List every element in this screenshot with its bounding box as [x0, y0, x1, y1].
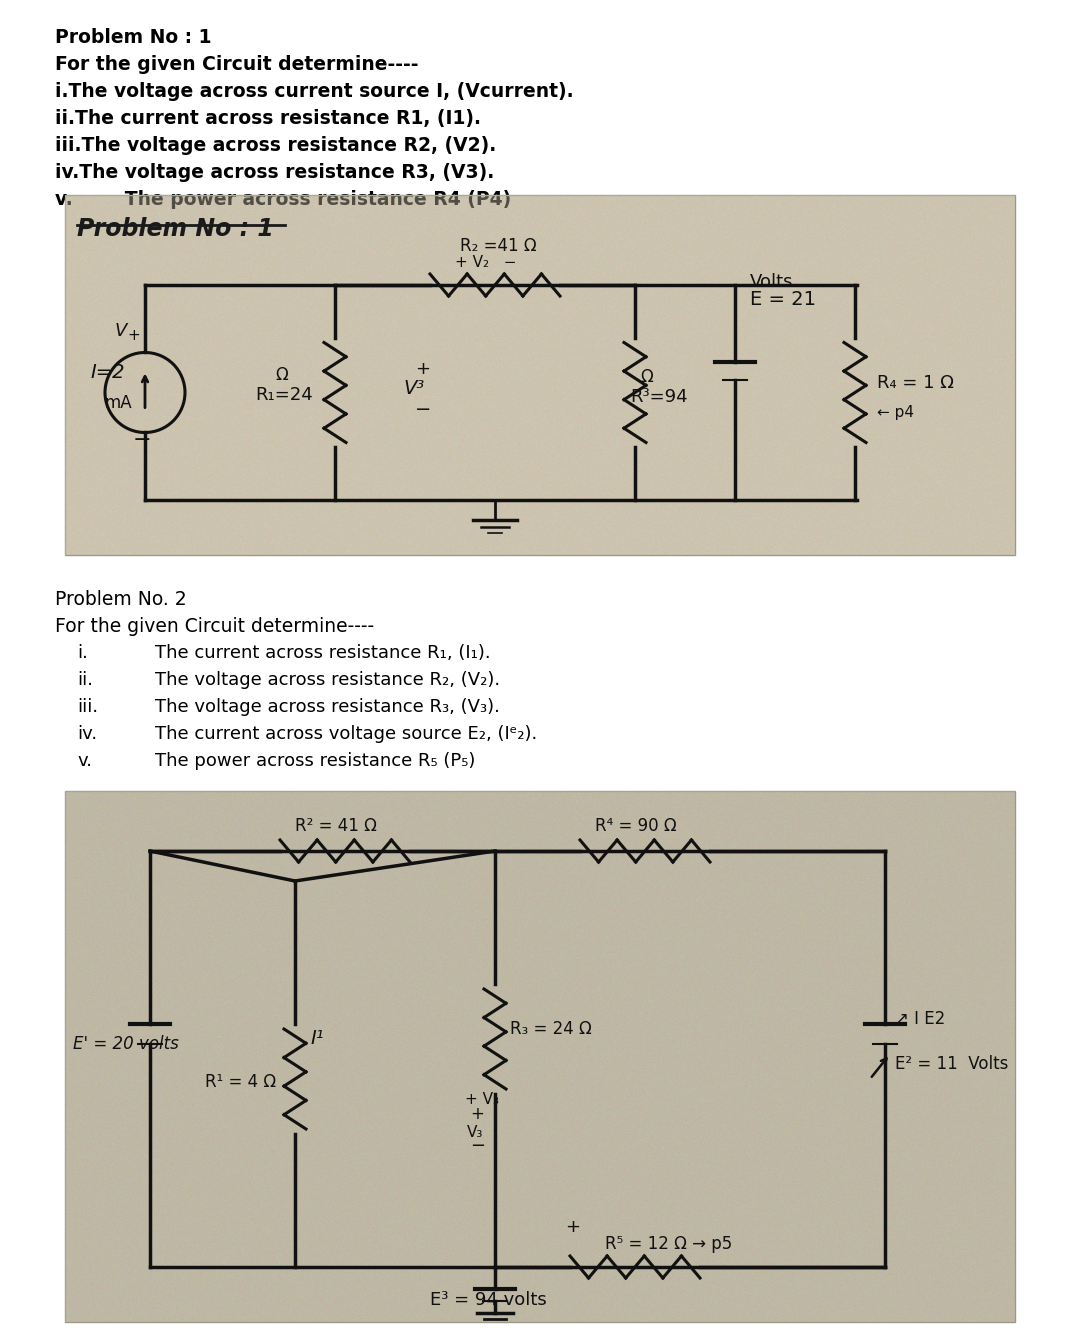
Text: mA: mA: [105, 394, 133, 411]
Text: v.        The power across resistance R4 (P4): v. The power across resistance R4 (P4): [55, 190, 511, 209]
Text: V³: V³: [403, 379, 424, 399]
Text: ii.: ii.: [77, 672, 93, 689]
Text: I¹: I¹: [310, 1029, 324, 1048]
Text: E' = 20 volts: E' = 20 volts: [73, 1035, 179, 1053]
Bar: [65, 791, 1015, 1322]
Text: The current across resistance R₁, (I₁).: The current across resistance R₁, (I₁).: [156, 644, 490, 662]
Text: −: −: [415, 399, 431, 419]
Text: R⁴ = 90 Ω: R⁴ = 90 Ω: [595, 817, 677, 835]
Text: E² = 11  Volts: E² = 11 Volts: [895, 1055, 1009, 1073]
Text: The voltage across resistance R₃, (V₃).: The voltage across resistance R₃, (V₃).: [156, 698, 500, 716]
Text: I=2: I=2: [90, 363, 124, 382]
Text: R₄ = 1 Ω: R₄ = 1 Ω: [877, 374, 954, 391]
Text: R₁=24: R₁=24: [255, 387, 313, 404]
Text: R⁵ = 12 Ω → p5: R⁵ = 12 Ω → p5: [605, 1236, 732, 1253]
Text: Ω: Ω: [275, 367, 287, 384]
Text: v.: v.: [77, 751, 92, 770]
Text: V₃: V₃: [467, 1125, 484, 1140]
Text: −: −: [470, 1137, 485, 1154]
Text: V: V: [114, 322, 127, 340]
Bar: [65, 196, 1015, 555]
Text: Problem No : 1: Problem No : 1: [55, 28, 212, 47]
Text: + V₂   −: + V₂ −: [455, 255, 516, 270]
Text: E = 21: E = 21: [750, 290, 816, 309]
Text: i.: i.: [77, 644, 87, 662]
Text: i.The voltage across current source I, (Vcurrent).: i.The voltage across current source I, (…: [55, 82, 573, 101]
Text: iv.The voltage across resistance R3, (V3).: iv.The voltage across resistance R3, (V3…: [55, 164, 495, 182]
Text: E³ = 94 volts: E³ = 94 volts: [430, 1291, 546, 1309]
Text: Ω: Ω: [640, 368, 652, 387]
Text: The current across voltage source E₂, (Iᵉ₂).: The current across voltage source E₂, (I…: [156, 725, 537, 743]
Text: R¹ = 4 Ω: R¹ = 4 Ω: [205, 1073, 276, 1091]
Text: +: +: [127, 327, 139, 343]
Text: iii.The voltage across resistance R2, (V2).: iii.The voltage across resistance R2, (V…: [55, 136, 496, 156]
Text: R² = 41 Ω: R² = 41 Ω: [295, 817, 377, 835]
Bar: [65, 791, 1015, 1322]
Text: For the given Circuit determine----: For the given Circuit determine----: [55, 55, 419, 74]
Text: +: +: [565, 1218, 580, 1236]
Text: −: −: [133, 431, 151, 451]
Text: ↗ I E2: ↗ I E2: [895, 1009, 945, 1028]
Text: ← p4: ← p4: [877, 406, 914, 420]
Text: R³=94: R³=94: [630, 388, 688, 407]
Text: +: +: [415, 360, 430, 379]
Text: Problem No : 1: Problem No : 1: [77, 217, 274, 241]
Text: The power across resistance R₅ (P₅): The power across resistance R₅ (P₅): [156, 751, 475, 770]
Text: Volts: Volts: [750, 273, 794, 291]
Text: Problem No. 2: Problem No. 2: [55, 591, 187, 609]
Text: For the given Circuit determine----: For the given Circuit determine----: [55, 617, 374, 636]
Text: R₂ =41 Ω: R₂ =41 Ω: [460, 237, 537, 255]
Text: iv.: iv.: [77, 725, 97, 743]
Text: iii.: iii.: [77, 698, 98, 716]
Text: R₃ = 24 Ω: R₃ = 24 Ω: [510, 1020, 592, 1037]
Text: + V₃: + V₃: [465, 1092, 499, 1107]
Bar: [65, 196, 1015, 555]
Text: +: +: [470, 1105, 484, 1123]
Text: ii.The current across resistance R1, (I1).: ii.The current across resistance R1, (I1…: [55, 109, 481, 128]
Text: The voltage across resistance R₂, (V₂).: The voltage across resistance R₂, (V₂).: [156, 672, 500, 689]
